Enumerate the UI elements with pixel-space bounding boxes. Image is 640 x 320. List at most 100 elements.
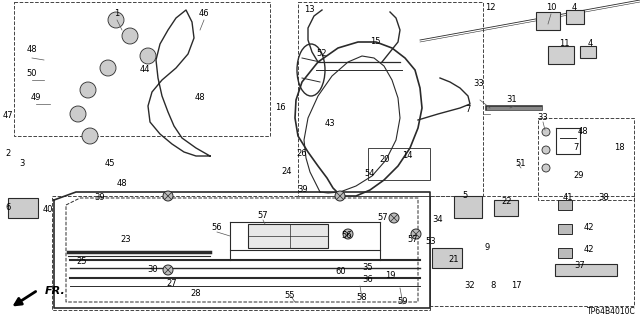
Bar xyxy=(558,248,572,258)
Text: 33: 33 xyxy=(538,114,548,123)
Text: 34: 34 xyxy=(433,215,444,225)
Text: 6: 6 xyxy=(5,204,11,212)
Text: 55: 55 xyxy=(285,291,295,300)
Text: 57: 57 xyxy=(378,213,388,222)
Text: 48: 48 xyxy=(578,127,588,137)
Text: 56: 56 xyxy=(342,230,352,239)
Text: 5: 5 xyxy=(462,191,468,201)
Bar xyxy=(368,148,430,180)
Text: 3: 3 xyxy=(19,159,25,169)
Text: 13: 13 xyxy=(304,5,314,14)
Text: 18: 18 xyxy=(614,143,624,153)
Circle shape xyxy=(108,12,124,28)
Bar xyxy=(558,200,572,210)
Text: 38: 38 xyxy=(598,194,609,203)
Circle shape xyxy=(80,82,96,98)
Text: 42: 42 xyxy=(584,223,595,233)
Text: 43: 43 xyxy=(324,119,335,129)
Text: 10: 10 xyxy=(546,4,556,12)
Bar xyxy=(432,248,462,268)
Text: 47: 47 xyxy=(3,111,13,121)
Text: 23: 23 xyxy=(121,236,131,244)
Text: 37: 37 xyxy=(575,261,586,270)
Bar xyxy=(430,196,634,306)
Text: 35: 35 xyxy=(363,263,373,273)
Circle shape xyxy=(163,265,173,275)
Text: 7: 7 xyxy=(573,143,579,153)
Text: 39: 39 xyxy=(95,194,106,203)
Bar xyxy=(298,2,483,196)
Text: 17: 17 xyxy=(511,282,522,291)
Text: 33: 33 xyxy=(474,79,484,89)
Text: 30: 30 xyxy=(148,266,158,275)
Text: 44: 44 xyxy=(140,66,150,75)
Text: 56: 56 xyxy=(212,223,222,233)
Circle shape xyxy=(163,191,173,201)
Bar xyxy=(494,200,518,216)
Text: 1: 1 xyxy=(115,10,120,19)
Bar xyxy=(248,224,328,248)
Text: 57: 57 xyxy=(258,212,268,220)
Text: 22: 22 xyxy=(502,197,512,206)
Text: 36: 36 xyxy=(363,276,373,284)
Text: 32: 32 xyxy=(465,282,476,291)
Text: 25: 25 xyxy=(77,258,87,267)
Text: 59: 59 xyxy=(397,298,408,307)
Circle shape xyxy=(343,229,353,239)
Text: 60: 60 xyxy=(336,268,346,276)
Text: 51: 51 xyxy=(516,159,526,169)
Text: 27: 27 xyxy=(166,278,177,287)
Bar xyxy=(558,224,572,234)
Text: 42: 42 xyxy=(584,245,595,254)
Text: 57: 57 xyxy=(408,236,419,244)
Text: 58: 58 xyxy=(356,292,367,301)
Text: 48: 48 xyxy=(116,180,127,188)
Text: 40: 40 xyxy=(43,205,53,214)
Text: 15: 15 xyxy=(370,37,380,46)
Text: 9: 9 xyxy=(484,244,490,252)
Circle shape xyxy=(82,128,98,144)
Circle shape xyxy=(389,213,399,223)
Bar xyxy=(536,12,560,30)
Text: 19: 19 xyxy=(385,270,396,279)
Text: 52: 52 xyxy=(317,49,327,58)
Bar xyxy=(555,264,617,276)
Text: 49: 49 xyxy=(31,93,41,102)
Text: 24: 24 xyxy=(282,167,292,177)
Text: 29: 29 xyxy=(573,172,584,180)
Text: 46: 46 xyxy=(198,10,209,19)
Text: 11: 11 xyxy=(559,39,569,49)
Text: FR.: FR. xyxy=(45,286,66,296)
Text: 14: 14 xyxy=(402,150,412,159)
Text: 54: 54 xyxy=(365,169,375,178)
Text: 45: 45 xyxy=(105,159,115,169)
Text: 48: 48 xyxy=(27,45,37,54)
Text: 7: 7 xyxy=(465,106,470,115)
Text: 4: 4 xyxy=(588,39,593,49)
Text: 2: 2 xyxy=(5,149,11,158)
Text: 8: 8 xyxy=(490,282,496,291)
Bar xyxy=(548,46,574,64)
Text: 21: 21 xyxy=(449,255,460,265)
Bar xyxy=(566,10,584,24)
Bar xyxy=(538,118,634,200)
Text: 12: 12 xyxy=(484,4,495,12)
Text: 41: 41 xyxy=(563,194,573,203)
Text: 26: 26 xyxy=(297,149,307,158)
Circle shape xyxy=(100,60,116,76)
Text: 31: 31 xyxy=(507,95,517,105)
Text: 20: 20 xyxy=(380,156,390,164)
Circle shape xyxy=(70,106,86,122)
Text: 39: 39 xyxy=(298,186,308,195)
Circle shape xyxy=(542,146,550,154)
Bar xyxy=(14,2,270,136)
Bar xyxy=(580,46,596,58)
Circle shape xyxy=(335,191,345,201)
Text: 4: 4 xyxy=(572,4,577,12)
Text: 28: 28 xyxy=(191,289,202,298)
Bar xyxy=(52,196,430,310)
Circle shape xyxy=(542,128,550,136)
Text: 16: 16 xyxy=(275,103,285,113)
Text: TP64B4010C: TP64B4010C xyxy=(588,307,636,316)
Circle shape xyxy=(122,28,138,44)
